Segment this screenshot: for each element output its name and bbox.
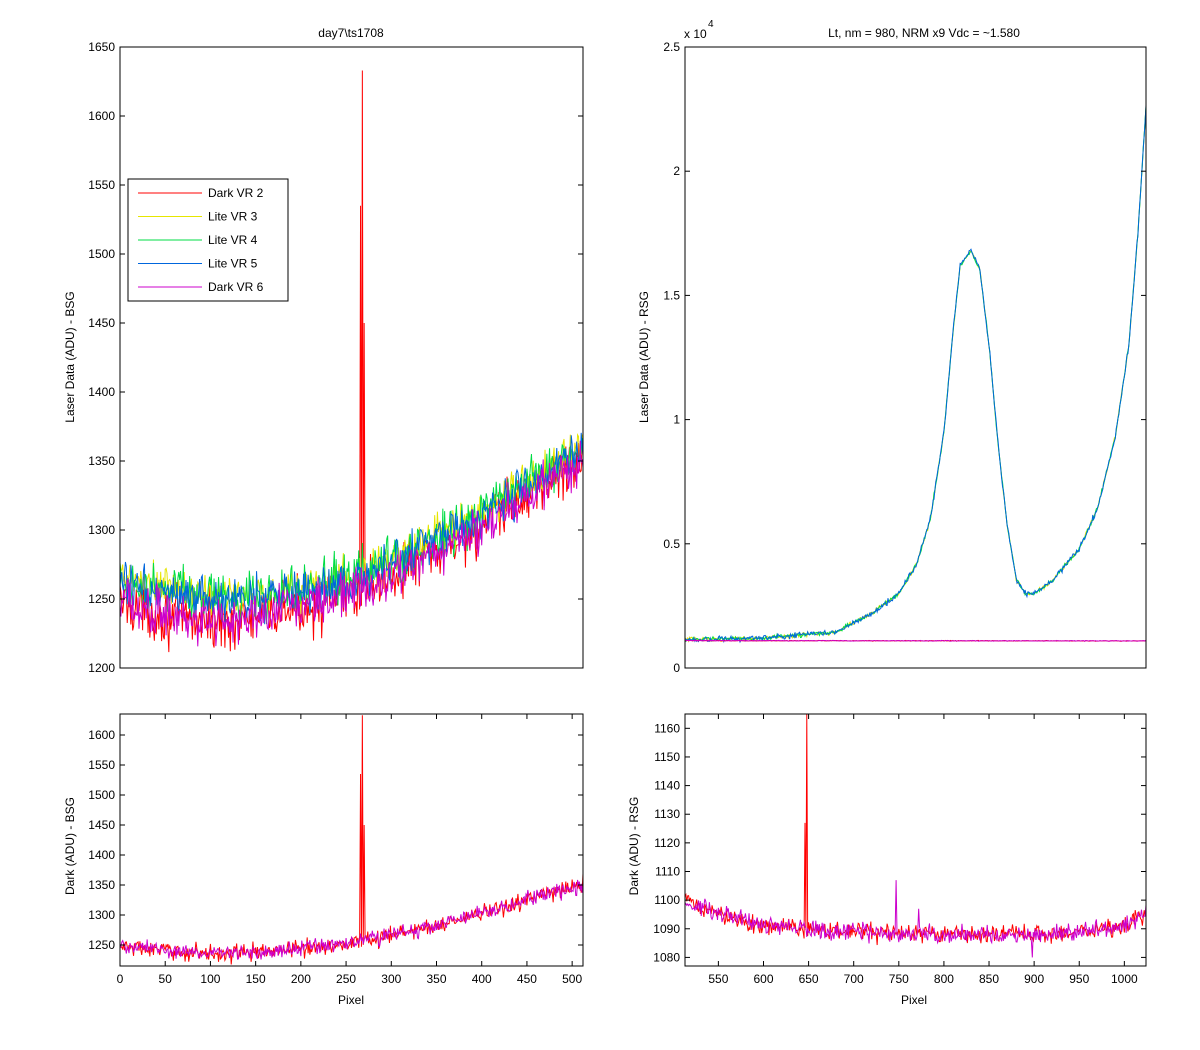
dark-bsg-xtick-label: 300 bbox=[381, 972, 401, 986]
dark-bsg-plot-area bbox=[119, 713, 584, 967]
laser-bsg-panel: 1200 1250 1300 1350 1400 1450 1500 1550 1600 1650 bbox=[88, 40, 584, 675]
dark-rsg-xtick-label: 850 bbox=[979, 972, 999, 986]
legend-label: Lite VR 4 bbox=[208, 233, 258, 247]
laser-rsg-panel: 0 0.5 1 1.5 2 2.5 bbox=[663, 40, 1147, 675]
laser-rsg-frame bbox=[684, 46, 1147, 669]
dark-rsg-xtick-label: 900 bbox=[1024, 972, 1044, 986]
dark-bsg-series-dark-vr-2 bbox=[120, 715, 583, 965]
laser-rsg-series-group bbox=[685, 105, 1146, 644]
legend: Dark VR 2 Lite VR 3 Lite VR 4 Lite VR 5 Dark… bbox=[127, 178, 289, 302]
dark-rsg-series-dark-vr-6 bbox=[685, 880, 1146, 958]
dark-rsg-panel: 1080 1090 1100 1110 1120 1130 1140 1150 1160 550 6… bbox=[653, 713, 1147, 986]
laser-rsg-ytick-label: 1 bbox=[673, 413, 680, 427]
laser-bsg-ytick-label: 1600 bbox=[88, 109, 115, 123]
laser-bsg-series-lite-vr-4 bbox=[120, 438, 583, 625]
dark-bsg-xtick-label: 150 bbox=[246, 972, 266, 986]
laser-bsg-series-group bbox=[120, 70, 583, 653]
dark-bsg-xtick-label: 500 bbox=[562, 972, 582, 986]
dark-bsg-series-dark-vr-6 bbox=[120, 879, 583, 960]
dark-bsg-xtick-label: 250 bbox=[336, 972, 356, 986]
dark-rsg-ytick-label: 1080 bbox=[653, 950, 680, 964]
dark-bsg-series-group bbox=[120, 715, 583, 965]
dark-rsg-frame bbox=[684, 713, 1147, 967]
dark-bsg-ytick-label: 1300 bbox=[88, 908, 115, 922]
dark-rsg-xlabel: Pixel bbox=[901, 993, 927, 1007]
dark-rsg-xtick-label: 650 bbox=[799, 972, 819, 986]
laser-rsg-plot-area bbox=[684, 46, 1147, 669]
dark-bsg-xtick-label: 0 bbox=[117, 972, 124, 986]
laser-bsg-ylabel: Laser Data (ADU) - BSG bbox=[63, 291, 77, 422]
laser-rsg-series-lite-vr-5 bbox=[685, 105, 1146, 644]
legend-box bbox=[127, 178, 289, 302]
dark-bsg-frame bbox=[119, 713, 584, 967]
legend-label: Lite VR 5 bbox=[208, 257, 258, 271]
legend-label: Lite VR 3 bbox=[208, 210, 258, 224]
dark-bsg-ytick-label: 1350 bbox=[88, 878, 115, 892]
laser-bsg-frame bbox=[119, 46, 584, 669]
dark-bsg-ylabel: Dark (ADU) - BSG bbox=[63, 797, 77, 895]
legend-label: Dark VR 2 bbox=[208, 186, 264, 200]
dark-rsg-ytick-label: 1130 bbox=[654, 807, 680, 821]
laser-bsg-ytick-label: 1200 bbox=[88, 661, 115, 675]
laser-bsg-ytick-label: 1400 bbox=[88, 385, 115, 399]
laser-rsg-ytick-label: 2 bbox=[673, 164, 680, 178]
dark-rsg-ytick-label: 1140 bbox=[654, 779, 680, 793]
dark-bsg-xtick-label: 400 bbox=[472, 972, 492, 986]
dark-bsg-ytick-label: 1250 bbox=[88, 938, 115, 952]
dark-rsg-series-dark-vr-2 bbox=[685, 714, 1146, 946]
laser-bsg-series-dark-vr-6 bbox=[120, 440, 583, 647]
dark-rsg-xtick-label: 600 bbox=[753, 972, 773, 986]
dark-rsg-ytick-label: 1090 bbox=[653, 922, 680, 936]
dark-rsg-xtick-label: 800 bbox=[934, 972, 954, 986]
dark-rsg-series-group bbox=[685, 714, 1146, 958]
dark-bsg-panel: 1250 1300 1350 1400 1450 1500 1550 1600 0 50 100 15… bbox=[88, 713, 584, 986]
laser-rsg-ylabel: Laser Data (ADU) - RSG bbox=[637, 291, 651, 423]
dark-bsg-ytick-label: 1550 bbox=[88, 758, 115, 772]
dark-bsg-ytick-label: 1400 bbox=[88, 848, 115, 862]
laser-bsg-series-lite-vr-5 bbox=[120, 432, 583, 625]
dark-rsg-xtick-label: 700 bbox=[844, 972, 864, 986]
dark-rsg-ytick-label: 1150 bbox=[654, 750, 680, 764]
dark-rsg-xtick-label: 950 bbox=[1069, 972, 1089, 986]
dark-bsg-ytick-label: 1500 bbox=[88, 788, 115, 802]
laser-rsg-ytick-label: 0 bbox=[673, 661, 680, 675]
dark-bsg-xtick-label: 350 bbox=[426, 972, 446, 986]
dark-bsg-xtick-label: 50 bbox=[159, 972, 173, 986]
laser-rsg-ytick-label: 1.5 bbox=[663, 288, 680, 302]
laser-bsg-ytick-label: 1500 bbox=[88, 247, 115, 261]
laser-bsg-ytick-label: 1650 bbox=[88, 40, 115, 54]
laser-bsg-title: day7\ts1708 bbox=[318, 26, 384, 40]
dark-rsg-ytick-label: 1110 bbox=[655, 865, 680, 879]
dark-rsg-xtick-label: 750 bbox=[889, 972, 909, 986]
dark-bsg-xtick-label: 200 bbox=[291, 972, 311, 986]
laser-rsg-exponent-power: 4 bbox=[708, 19, 714, 30]
dark-bsg-ytick-label: 1450 bbox=[88, 818, 115, 832]
dark-rsg-ytick-label: 1120 bbox=[654, 836, 680, 850]
dark-rsg-ytick-label: 1100 bbox=[654, 893, 680, 907]
laser-bsg-ytick-label: 1450 bbox=[88, 316, 115, 330]
laser-rsg-title: Lt, nm = 980, NRM x9 Vdc = ~1.580 bbox=[828, 26, 1020, 40]
dark-bsg-xlabel: Pixel bbox=[338, 993, 364, 1007]
laser-rsg-series-dark-vr-6 bbox=[685, 639, 1146, 642]
laser-rsg-exponent-base: x 10 bbox=[684, 27, 707, 41]
laser-bsg-ytick-label: 1550 bbox=[88, 178, 115, 192]
laser-bsg-ytick-label: 1300 bbox=[88, 523, 115, 537]
laser-bsg-plot-area bbox=[119, 46, 584, 669]
legend-label: Dark VR 6 bbox=[208, 280, 264, 294]
laser-bsg-ytick-label: 1250 bbox=[88, 592, 115, 606]
dark-bsg-ytick-label: 1600 bbox=[88, 728, 115, 742]
dark-rsg-xtick-label: 1000 bbox=[1111, 972, 1138, 986]
dark-rsg-ylabel: Dark (ADU) - RSG bbox=[627, 797, 641, 896]
dark-rsg-ytick-label: 1160 bbox=[654, 721, 680, 735]
dark-rsg-xtick-label: 550 bbox=[708, 972, 728, 986]
dark-bsg-xtick-label: 100 bbox=[200, 972, 220, 986]
laser-bsg-ytick-label: 1350 bbox=[88, 454, 115, 468]
dark-bsg-xtick-label: 450 bbox=[517, 972, 537, 986]
laser-rsg-ytick-label: 2.5 bbox=[663, 40, 680, 54]
laser-rsg-ytick-label: 0.5 bbox=[663, 537, 680, 551]
